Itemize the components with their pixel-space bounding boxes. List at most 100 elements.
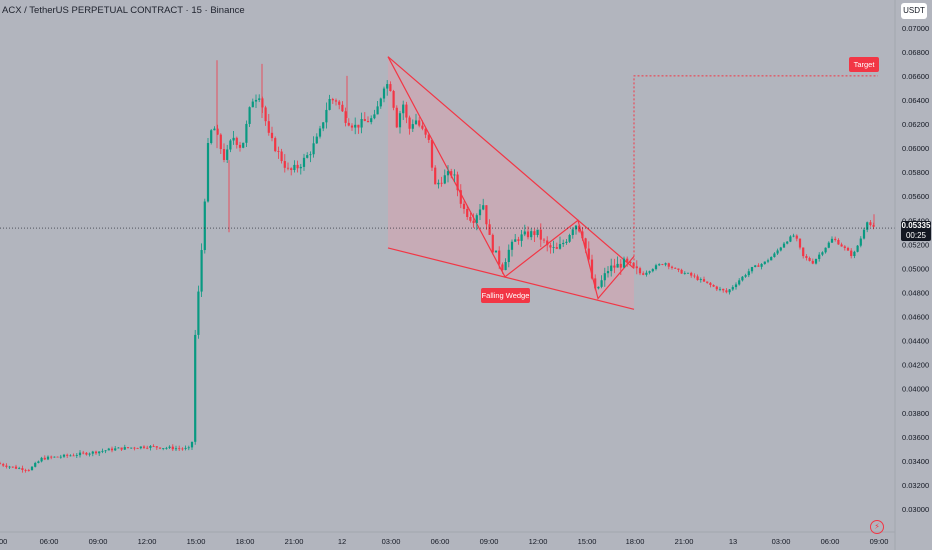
target-label[interactable]: Target [849,57,879,72]
candle-body [651,269,654,272]
candle-body [837,239,840,245]
candle-body [594,278,597,289]
candle-body [370,118,373,123]
candle-body [824,247,827,253]
candle-body [418,120,421,126]
candle-body [491,234,494,253]
candle-body [216,128,219,135]
candle-body [293,164,296,170]
candle-body [600,280,603,287]
candle-body [344,111,347,123]
candle-body [456,174,459,191]
candlestick-series [0,60,875,473]
candle-body [862,229,866,239]
candle-body [232,137,235,141]
candle-body [283,161,286,168]
candle-body [213,128,216,131]
candle-body [830,238,834,243]
lightning-icon[interactable]: ⚡ [870,520,884,534]
currency-button[interactable]: USDT [901,3,927,19]
candle-body [149,445,152,448]
candle-body [286,167,290,169]
candle-body [210,130,213,144]
candle-body [782,243,786,248]
candle-body [526,231,530,238]
candle-body [414,120,418,125]
y-tick-label: 0.06600 [902,72,929,81]
candle-body [2,464,5,466]
candle-body [658,264,661,266]
x-tick-label: 03:00 [382,537,401,546]
candle-body [715,286,718,290]
candle-body [123,447,126,450]
candle-body [616,263,619,268]
candle-body [24,469,27,471]
y-tick-label: 0.05200 [902,240,929,249]
candle-body [37,461,40,463]
candle-body [802,247,805,257]
x-tick-label: 21:00 [675,537,694,546]
candle-body [226,149,229,160]
candle-body [645,272,648,275]
candle-body [734,284,738,288]
y-tick-label: 0.06200 [902,120,929,129]
candle-body [101,450,104,452]
candle-body [142,446,146,448]
candle-body [194,334,197,442]
candle-body [766,260,770,262]
candle-body [750,267,754,272]
candle-body [402,104,405,114]
candle-body [539,229,542,240]
y-tick-label: 0.03600 [902,433,929,442]
candle-body [245,123,248,143]
candle-body [776,250,779,254]
candle-body [834,238,837,240]
candle-body [514,239,517,242]
candle-body [235,137,238,145]
candle-body [133,447,136,449]
candle-body [686,272,690,274]
candle-body [104,450,107,452]
candle-body [725,290,728,293]
candle-body [85,452,88,455]
candle-body [747,271,750,276]
candle-body [587,248,590,260]
candle-body [18,468,21,469]
current-price-tag: 0.05335 00:25 [901,221,931,241]
candle-body [155,446,158,448]
candle-body [792,235,795,237]
wedge-fill [388,56,634,310]
y-tick-label: 0.06400 [902,96,929,105]
candle-body [629,261,632,264]
candle-body [763,261,766,264]
candle-body [46,456,50,460]
candle-body [597,286,600,289]
candle-body [606,271,610,274]
candle-body [814,258,818,264]
candle-body [565,241,568,243]
candle-body [59,456,62,458]
candle-body [680,269,683,274]
candle-body [674,267,677,269]
candle-body [654,265,658,270]
candle-body [325,109,328,123]
candle-body [805,256,808,258]
candle-body [574,225,578,230]
falling-wedge-label[interactable]: Falling Wedge [481,288,530,303]
candle-body [706,281,709,283]
y-tick-label: 0.06800 [902,48,929,57]
candle-body [440,182,443,184]
wedge-upper-line [387,56,635,269]
candle-body [699,279,702,281]
candle-body [306,155,309,158]
x-tick-label: 06:00 [431,537,450,546]
candle-body [517,239,520,241]
x-tick-label: 18:00 [236,537,255,546]
x-tick-label: 13 [729,537,737,546]
candle-body [677,268,680,270]
candle-body [376,106,379,115]
candle-body [696,276,699,281]
x-tick-label: 09:00 [89,537,108,546]
